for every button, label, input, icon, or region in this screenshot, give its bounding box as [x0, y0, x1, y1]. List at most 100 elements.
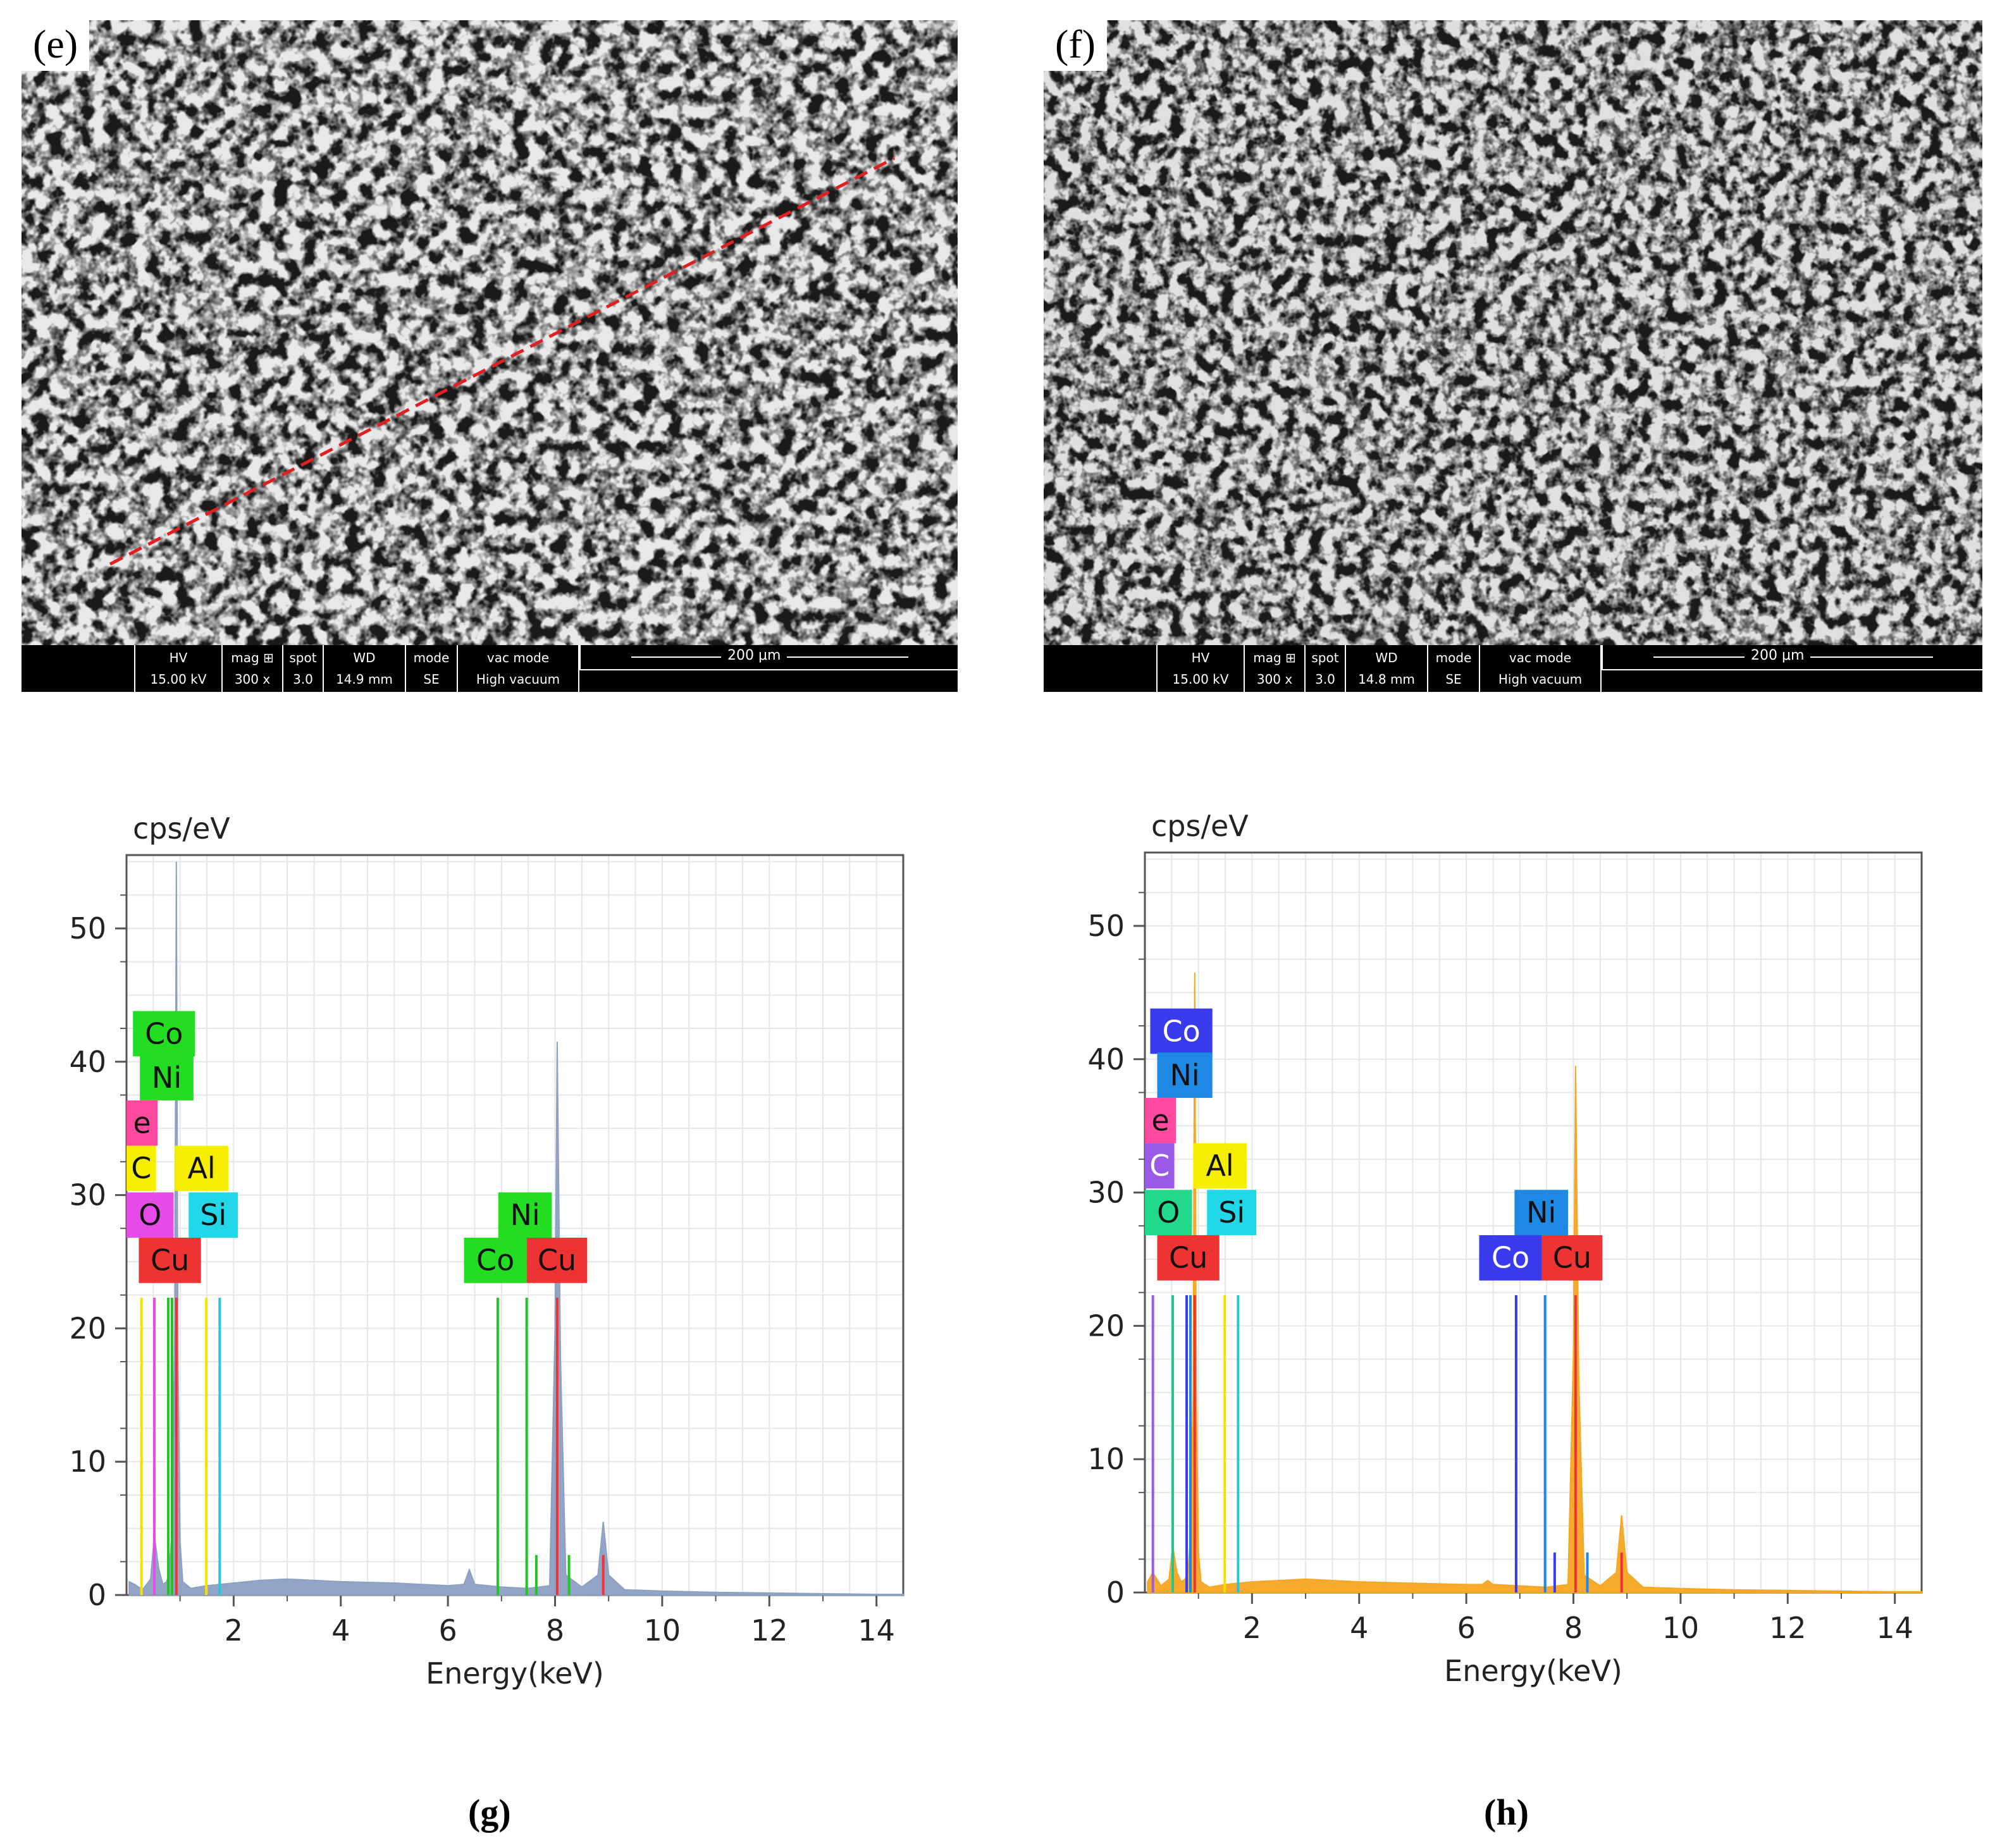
databar-value: High vacuum [476, 672, 560, 687]
element-tag-label: Co [476, 1243, 514, 1278]
y-axis-label: cps/eV [1151, 809, 1249, 843]
element-tag-label: Ni [1170, 1058, 1199, 1092]
databar-value: 14.8 mm [1358, 672, 1415, 687]
element-tag-label: Co [145, 1016, 183, 1050]
y-tick-label: 20 [69, 1311, 106, 1345]
element-tag-box [1157, 1235, 1220, 1281]
scale-bar: 200 μm [1602, 645, 1982, 670]
element-tag-label: Ni [510, 1198, 540, 1232]
y-tick-label: 0 [1106, 1575, 1125, 1610]
sem-image-e: (e) HV 15.00 kV mag ⊞ 300 x spot 3.0 WD 14.9… [22, 20, 958, 692]
element-tag-box [140, 1055, 194, 1100]
x-tick-label: 4 [1350, 1611, 1368, 1645]
element-tag-box [498, 1192, 552, 1238]
x-tick-label: 6 [1457, 1611, 1475, 1645]
element-tag-label: Ni [1526, 1195, 1556, 1229]
element-tag-label: Cu [538, 1243, 576, 1278]
databar-header: WD [1375, 650, 1398, 665]
x-tick-label: 6 [438, 1613, 457, 1648]
x-tick-label: 12 [1769, 1611, 1807, 1645]
y-tick-label: 40 [1087, 1042, 1125, 1076]
element-tag-box [127, 1192, 174, 1238]
x-tick-label: 14 [858, 1613, 895, 1648]
databar-value: 300 x [234, 672, 271, 687]
sem-image-f: (f) HV 15.00 kV mag ⊞ 300 x spot 3.0 WD 14.8… [1044, 20, 1982, 692]
databar-header: HV [169, 650, 188, 665]
panel-letter-e: (e) [22, 20, 90, 71]
element-tag-label: Cu [151, 1243, 189, 1278]
caption-h: (h) [1484, 1792, 1529, 1833]
databar-header: WD [353, 650, 376, 665]
element-tag-box [139, 1238, 201, 1283]
databar-value: 15.00 kV [1172, 672, 1229, 687]
x-axis-label: Energy(keV) [426, 1656, 604, 1691]
y-tick-label: 30 [69, 1178, 106, 1212]
element-tag-box [188, 1192, 238, 1238]
sem-databar-e: HV 15.00 kV mag ⊞ 300 x spot 3.0 WD 14.9 mm … [22, 645, 958, 692]
element-tag-box [133, 1011, 195, 1057]
databar-value: 3.0 [293, 672, 313, 687]
x-tick-label: 2 [1243, 1611, 1261, 1645]
element-tag-box [127, 1145, 156, 1192]
element-tag-label: O [1157, 1195, 1180, 1229]
element-tag-box [1193, 1143, 1247, 1189]
databar-header: mag ⊞ [1253, 650, 1296, 665]
y-tick-label: 50 [1087, 909, 1125, 943]
element-tag-label: Si [200, 1198, 226, 1232]
element-tag-box [1150, 1008, 1213, 1054]
y-axis-label: cps/eV [133, 811, 230, 846]
red-dashed-line [109, 156, 896, 566]
x-tick-label: 12 [751, 1613, 788, 1648]
databar-header: mode [413, 650, 450, 665]
databar-value: 14.9 mm [336, 672, 393, 687]
element-tag-label: Al [187, 1151, 215, 1185]
caption-g: (g) [468, 1792, 511, 1833]
scale-bar: 200 μm [579, 645, 958, 670]
scale-label: 200 μm [1745, 648, 1811, 663]
panel-letter-f: (f) [1044, 20, 1107, 71]
element-tag-box [526, 1238, 588, 1283]
databar-value: SE [1445, 672, 1462, 687]
element-tag-box [464, 1238, 527, 1283]
spectrum-series [128, 861, 904, 1596]
element-tag-label: Co [1492, 1241, 1529, 1275]
databar-header: mag ⊞ [231, 650, 274, 665]
databar-header: vac mode [486, 650, 550, 665]
element-tag-box [1157, 1052, 1213, 1098]
y-tick-label: 30 [1087, 1176, 1125, 1210]
databar-value: 15.00 kV [150, 672, 207, 687]
y-tick-label: 50 [69, 911, 106, 946]
element-tag-box [1145, 1190, 1192, 1236]
databar-value: 3.0 [1315, 672, 1335, 687]
element-tag-label: Cu [1553, 1241, 1591, 1275]
x-tick-label: 10 [1662, 1611, 1700, 1645]
x-tick-label: 14 [1876, 1611, 1913, 1645]
eds-spectrum-chart-h: 0 10 20 30 40 50 2 4 6 8 10 12 14 cps/eV Energy(keV) Co… [1087, 809, 1923, 1688]
element-tag-label: Cu [1169, 1241, 1208, 1275]
x-tick-label: 10 [644, 1613, 681, 1648]
databar-header: mode [1435, 650, 1472, 665]
x-tick-label: 2 [225, 1613, 243, 1648]
element-tag-label: e [1151, 1103, 1169, 1137]
y-tick-label: 20 [1087, 1309, 1125, 1343]
element-tag-box [127, 1100, 158, 1146]
sem-texture-e [22, 20, 958, 645]
x-tick-label: 4 [331, 1613, 350, 1648]
x-axis-label: Energy(keV) [1444, 1654, 1622, 1688]
element-tag-box [1207, 1190, 1257, 1236]
eds-spectrum-chart-g: 0 10 20 30 40 50 2 4 6 8 10 12 14 cps/eV Energy(keV) Co… [69, 811, 905, 1691]
element-tag-label: Si [1218, 1195, 1245, 1229]
y-tick-label: 0 [88, 1578, 106, 1612]
element-tag-box [175, 1145, 228, 1192]
x-tick-label: 8 [546, 1613, 564, 1648]
element-tag-label: Al [1206, 1149, 1233, 1183]
element-tag-label: C [1149, 1149, 1170, 1183]
databar-value: High vacuum [1498, 672, 1583, 687]
element-tag-box [1145, 1097, 1177, 1143]
databar-header: spot [289, 650, 317, 665]
databar-value: SE [423, 672, 440, 687]
y-tick-label: 10 [69, 1445, 106, 1479]
element-tag-label: Ni [152, 1061, 182, 1095]
element-tag-box [1514, 1190, 1569, 1236]
element-tag-label: Co [1162, 1014, 1200, 1048]
